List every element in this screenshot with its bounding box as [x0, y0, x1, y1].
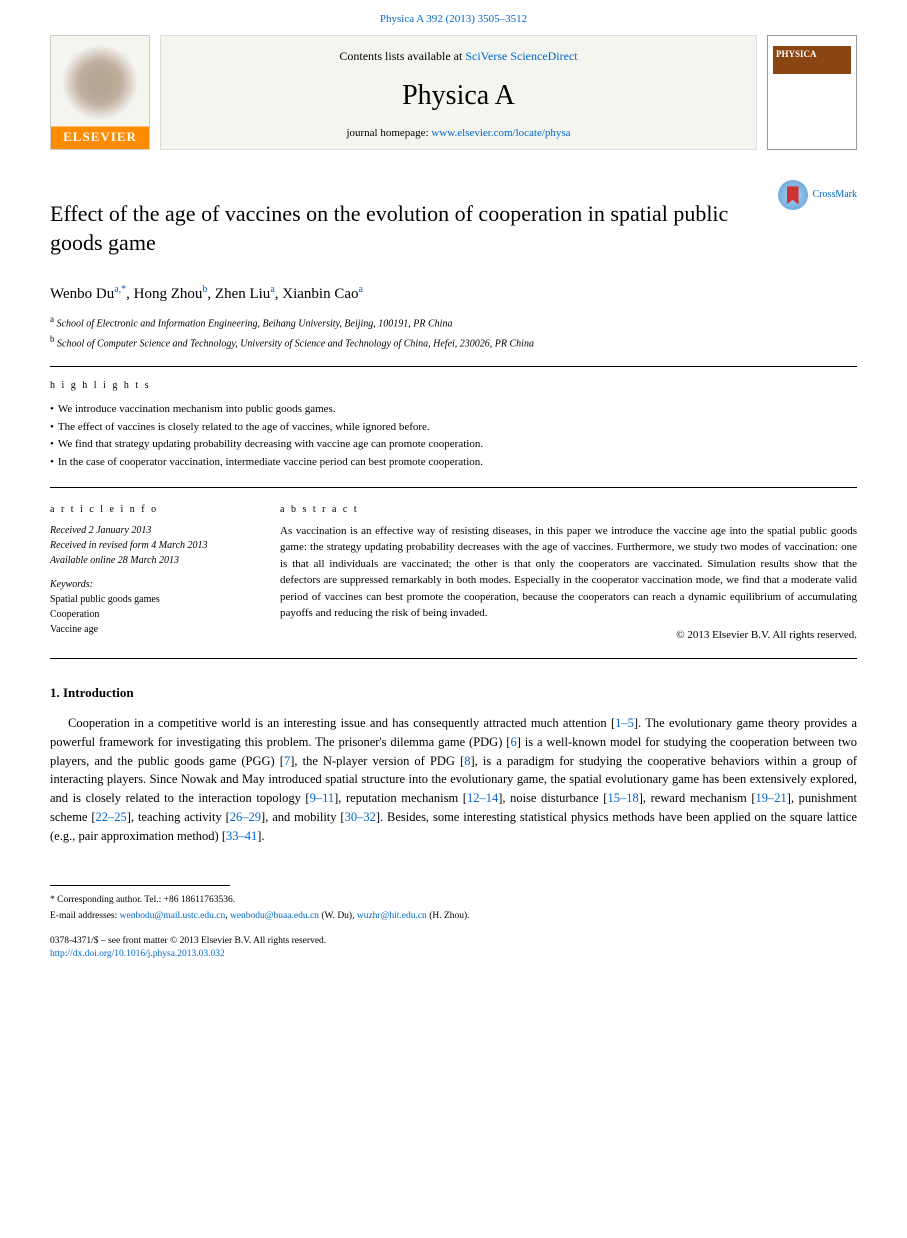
crossmark-icon — [778, 180, 808, 210]
article-info-heading: a r t i c l e i n f o — [50, 503, 250, 517]
affiliation: b School of Computer Science and Technol… — [50, 333, 857, 351]
keyword: Vaccine age — [50, 622, 250, 637]
journal-cover-thumbnail[interactable]: PHYSICA — [767, 35, 857, 150]
author-affil-sup[interactable]: b — [202, 284, 207, 295]
homepage-line: journal homepage: www.elsevier.com/locat… — [171, 126, 746, 141]
citation-ref[interactable]: 26–29 — [230, 810, 261, 824]
author: Zhen Liu — [215, 286, 270, 302]
doi-link[interactable]: http://dx.doi.org/10.1016/j.physa.2013.0… — [50, 949, 225, 959]
crossmark-label: CrossMark — [813, 188, 857, 202]
bookmark-icon — [787, 186, 799, 204]
section-heading: 1. Introduction — [50, 684, 857, 702]
keywords-list: Spatial public goods games Cooperation V… — [50, 592, 250, 637]
author: Wenbo Du — [50, 286, 114, 302]
divider — [50, 658, 857, 659]
citation-ref[interactable]: 22–25 — [96, 810, 127, 824]
history-available: Available online 28 March 2013 — [50, 553, 250, 568]
citation-ref[interactable]: 7 — [284, 754, 290, 768]
citation-ref[interactable]: 12–14 — [467, 791, 498, 805]
citation-ref[interactable]: 19–21 — [756, 791, 787, 805]
corresponding-author-note: * Corresponding author. Tel.: +86 186117… — [50, 894, 857, 907]
highlights-list: •We introduce vaccination mechanism into… — [50, 401, 857, 471]
citation-ref[interactable]: 8 — [464, 754, 470, 768]
keyword: Cooperation — [50, 607, 250, 622]
citation-ref[interactable]: 30–32 — [345, 810, 376, 824]
article-history: Received 2 January 2013 Received in revi… — [50, 523, 250, 568]
citation-ref[interactable]: 9–11 — [310, 791, 335, 805]
elsevier-label: ELSEVIER — [63, 128, 137, 149]
citation-ref[interactable]: 6 — [510, 735, 516, 749]
abstract-text: As vaccination is an effective way of re… — [280, 523, 857, 622]
abstract-heading: a b s t r a c t — [280, 503, 857, 517]
footnotes — [50, 885, 230, 892]
author: Hong Zhou — [134, 286, 203, 302]
author-affil-sup[interactable]: a,* — [114, 284, 126, 295]
header-citation: Physica A 392 (2013) 3505–3512 — [0, 0, 907, 35]
authors-list: Wenbo Dua,*, Hong Zhoub, Zhen Liua, Xian… — [50, 283, 857, 305]
divider — [50, 366, 857, 367]
banner-center: Contents lists available at SciVerse Sci… — [160, 35, 757, 150]
body-paragraph: Cooperation in a competitive world is an… — [50, 714, 857, 845]
front-matter-line: 0378-4371/$ – see front matter © 2013 El… — [50, 935, 857, 948]
article-info-column: a r t i c l e i n f o Received 2 January… — [50, 503, 250, 643]
affiliation: a School of Electronic and Information E… — [50, 313, 857, 331]
elsevier-logo[interactable]: ELSEVIER — [50, 35, 150, 150]
history-revised: Received in revised form 4 March 2013 — [50, 538, 250, 553]
email-link[interactable]: wenbodu@buaa.edu.cn — [230, 911, 319, 921]
sciencedirect-link[interactable]: SciVerse ScienceDirect — [465, 49, 577, 63]
author-affil-sup[interactable]: a — [359, 284, 363, 295]
highlights-heading: h i g h l i g h t s — [50, 379, 857, 393]
history-received: Received 2 January 2013 — [50, 523, 250, 538]
highlight-item: •We introduce vaccination mechanism into… — [50, 401, 857, 419]
divider — [50, 487, 857, 488]
journal-banner: ELSEVIER Contents lists available at Sci… — [50, 35, 857, 150]
cover-label: PHYSICA — [776, 48, 817, 61]
author: Xianbin Cao — [282, 286, 358, 302]
keywords-heading: Keywords: — [50, 578, 250, 592]
email-link[interactable]: wenbodu@mail.ustc.edu.cn — [120, 911, 226, 921]
author-affil-sup[interactable]: a — [270, 284, 274, 295]
abstract-column: a b s t r a c t As vaccination is an eff… — [280, 503, 857, 643]
keyword: Spatial public goods games — [50, 592, 250, 607]
highlight-item: •The effect of vaccines is closely relat… — [50, 419, 857, 437]
contents-line: Contents lists available at SciVerse Sci… — [171, 48, 746, 65]
highlight-item: •We find that strategy updating probabil… — [50, 436, 857, 454]
highlight-item: •In the case of cooperator vaccination, … — [50, 454, 857, 472]
journal-homepage-link[interactable]: www.elsevier.com/locate/physa — [431, 127, 570, 139]
crossmark-badge[interactable]: CrossMark — [778, 180, 857, 210]
bottom-copyright: 0378-4371/$ – see front matter © 2013 El… — [50, 935, 857, 962]
citation-ref[interactable]: 15–18 — [607, 791, 638, 805]
email-footnote: E-mail addresses: wenbodu@mail.ustc.edu.… — [50, 910, 857, 923]
journal-name: Physica A — [171, 76, 746, 115]
elsevier-tree-icon — [61, 44, 139, 121]
citation-ref[interactable]: 1–5 — [615, 716, 634, 730]
article-title: Effect of the age of vaccines on the evo… — [50, 200, 778, 257]
email-link[interactable]: wuzhr@hit.edu.cn — [357, 911, 427, 921]
citation-ref[interactable]: 33–41 — [226, 829, 257, 843]
abstract-copyright: © 2013 Elsevier B.V. All rights reserved… — [280, 628, 857, 643]
